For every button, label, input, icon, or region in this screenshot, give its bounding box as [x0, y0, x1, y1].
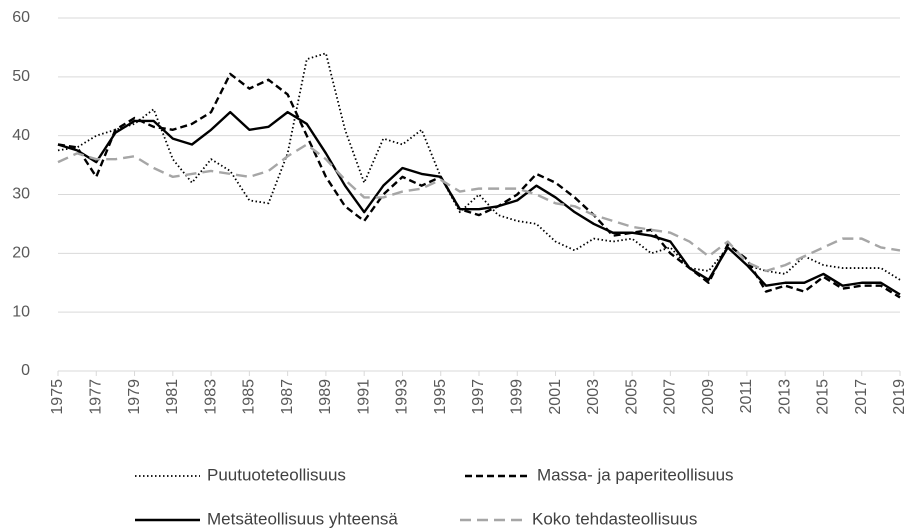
- y-tick-label: 30: [12, 186, 30, 203]
- x-tick-label: 2011: [738, 379, 755, 414]
- series-line: [57, 143, 901, 273]
- x-tick-label: 1985: [241, 379, 258, 415]
- x-tick-label: 1991: [355, 379, 372, 415]
- y-tick-label: 40: [12, 127, 30, 144]
- series-line: [57, 72, 901, 299]
- x-tick-label: 1997: [470, 379, 487, 415]
- series-line: [57, 52, 901, 281]
- x-tick-label: 1977: [87, 379, 104, 415]
- x-tick-label: 2009: [700, 379, 717, 415]
- legend-label: Metsäteollisuus yhteensä: [207, 509, 398, 528]
- x-tick-label: 2015: [815, 379, 832, 415]
- series-line: [57, 110, 901, 296]
- x-tick-label: 2017: [853, 379, 870, 415]
- x-tick-label: 1979: [126, 379, 143, 415]
- x-tick-label: 2001: [547, 379, 564, 415]
- x-tick-label: 1983: [202, 379, 219, 415]
- x-tick-label: 1993: [394, 379, 411, 415]
- x-tick-label: 2019: [891, 379, 908, 415]
- x-tick-label: 2013: [776, 379, 793, 415]
- y-tick-label: 0: [21, 362, 30, 379]
- x-tick-label: 1999: [508, 379, 525, 415]
- x-tick-label: 1995: [432, 379, 449, 415]
- legend-label: Koko tehdasteollisuus: [532, 509, 697, 528]
- x-tick-label: 1975: [49, 379, 66, 415]
- legend-label: Massa- ja paperiteollisuus: [537, 465, 734, 484]
- y-tick-label: 20: [12, 245, 30, 262]
- x-tick-label: 1987: [279, 379, 296, 415]
- x-tick-label: 1989: [317, 379, 334, 415]
- y-tick-label: 60: [12, 9, 30, 26]
- y-tick-label: 50: [12, 68, 30, 85]
- x-tick-label: 2007: [662, 379, 679, 415]
- x-tick-label: 2003: [585, 379, 602, 415]
- legend-label: Puutuoteteollisuus: [207, 465, 346, 484]
- x-tick-label: 2005: [623, 379, 640, 415]
- x-tick-label: 1981: [164, 379, 181, 415]
- y-tick-label: 10: [12, 303, 30, 320]
